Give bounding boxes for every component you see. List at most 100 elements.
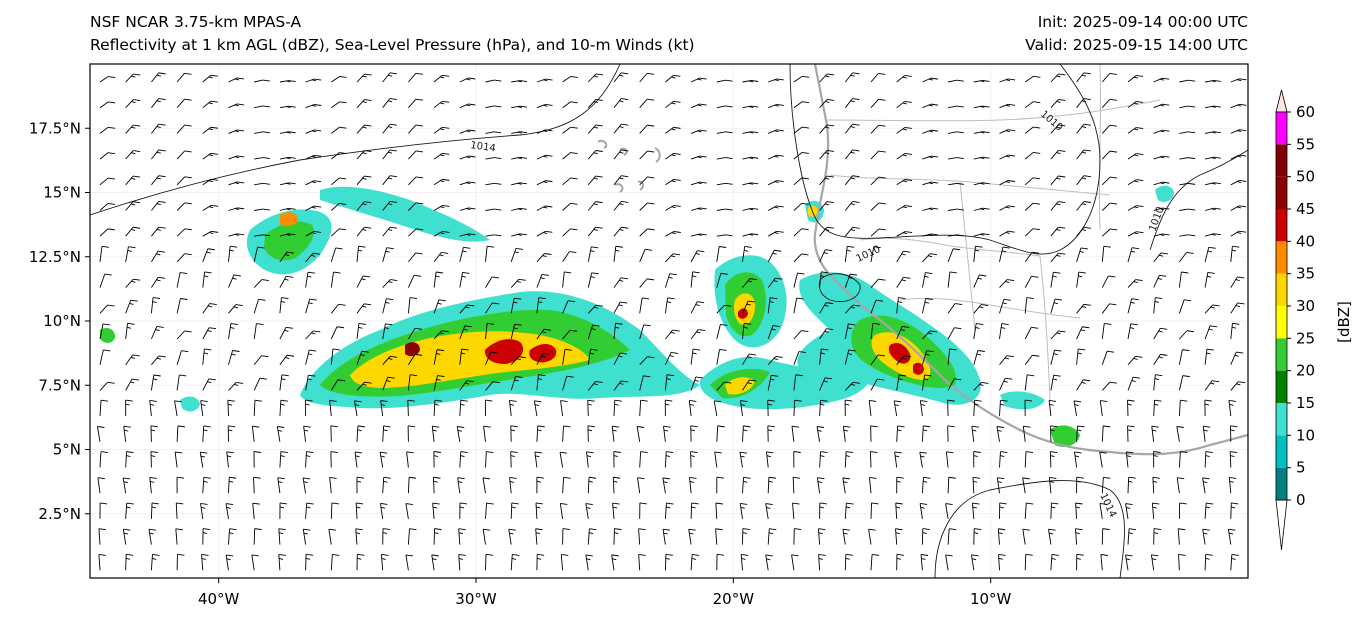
- echo-cell-b: [808, 205, 818, 217]
- wind-barb: [819, 249, 833, 263]
- wind-barb: [125, 278, 141, 288]
- wind-barb: [945, 554, 953, 571]
- wind-barb: [355, 528, 363, 545]
- wind-barb: [844, 149, 860, 160]
- wind-barb: [99, 399, 109, 417]
- wind-barb: [1179, 131, 1196, 134]
- wind-barb: [742, 528, 750, 545]
- wind-barb: [536, 374, 546, 391]
- wind-barb: [716, 425, 725, 442]
- wind-barb: [1205, 156, 1221, 160]
- wind-barb: [510, 278, 526, 288]
- wind-barb: [303, 425, 311, 442]
- wind-barb: [1101, 124, 1117, 134]
- wind-barb: [305, 129, 322, 134]
- wind-barb: [1048, 476, 1057, 494]
- map-axes: 40°W 30°W 20°W 10°W 2.5°N 5°N 7.5°N 10°N 12.5°N 1…: [29, 119, 1012, 608]
- wind-barb: [842, 477, 850, 494]
- wind-barb: [714, 451, 722, 468]
- wind-barb: [973, 156, 990, 160]
- wind-barb: [279, 451, 288, 468]
- wind-barb: [279, 374, 289, 391]
- wind-barb: [228, 233, 245, 237]
- wind-barb: [536, 352, 551, 365]
- wind-barb: [125, 73, 141, 83]
- wind-barb: [278, 553, 286, 571]
- wind-barb: [228, 207, 245, 211]
- wind-barb: [202, 271, 212, 288]
- wind-barb: [1176, 477, 1185, 494]
- wind-barb: [740, 554, 749, 571]
- wind-barb: [1076, 72, 1091, 83]
- wind-barb: [690, 376, 703, 391]
- wind-barb: [96, 426, 105, 442]
- wind-barb: [559, 451, 568, 468]
- colorbar-bin: [1276, 306, 1287, 339]
- wind-barb: [1050, 271, 1061, 288]
- echo-cell-e: [1000, 391, 1045, 410]
- wind-barb: [560, 400, 568, 417]
- wind-barb: [1022, 425, 1031, 442]
- wind-barb: [793, 528, 802, 545]
- wind-barb: [202, 74, 218, 83]
- wind-barb: [665, 178, 681, 186]
- wind-barb: [665, 152, 681, 160]
- wind-barb: [1153, 353, 1168, 365]
- wind-barb: [793, 399, 802, 417]
- colorbar-tick-label: 30: [1296, 297, 1315, 315]
- wind-barb: [1179, 234, 1196, 237]
- echo-cell-f: [180, 396, 200, 412]
- wind-barb: [1178, 399, 1188, 417]
- wind-barb: [356, 303, 372, 314]
- wind-barb: [510, 247, 523, 263]
- wind-barb: [896, 231, 913, 237]
- wind-barb: [1101, 245, 1111, 262]
- country-borders: [825, 64, 1161, 401]
- lat-tick-label: 12.5°N: [29, 248, 81, 266]
- wind-barb: [510, 553, 520, 571]
- wind-barb: [844, 304, 860, 314]
- wind-barb: [613, 201, 629, 211]
- wind-barb: [664, 502, 674, 519]
- wind-barb: [355, 502, 364, 519]
- wind-barb: [819, 226, 834, 237]
- wind-barb: [228, 304, 243, 314]
- wind-barb: [382, 528, 391, 545]
- wind-barb: [459, 103, 476, 109]
- wind-barb: [1205, 131, 1221, 134]
- wind-barb: [1050, 349, 1062, 365]
- wind-barb: [356, 99, 372, 109]
- wind-barb: [99, 126, 116, 134]
- wind-barb: [690, 553, 700, 571]
- wind-barb: [508, 528, 516, 545]
- wind-barb: [330, 502, 339, 519]
- wind-barb: [1050, 226, 1066, 237]
- wind-barb: [125, 553, 134, 571]
- wind-barb: [407, 297, 418, 314]
- wind-barb: [536, 553, 545, 571]
- wind-barb: [612, 502, 620, 519]
- wind-barb: [533, 400, 542, 417]
- wind-barb: [690, 103, 707, 109]
- wind-barb: [613, 322, 623, 340]
- wind-barb: [485, 234, 502, 237]
- wind-barb: [1024, 75, 1041, 83]
- wind-barb: [792, 476, 801, 494]
- wind-barb: [1050, 149, 1066, 160]
- wind-barb: [511, 131, 528, 134]
- wind-barb: [1101, 275, 1116, 288]
- wind-barb: [382, 323, 393, 340]
- wind-barb: [330, 202, 347, 211]
- wind-barb: [433, 528, 442, 545]
- echo-cell-c: [1155, 185, 1174, 203]
- lon-tick-label: 40°W: [198, 590, 240, 608]
- wind-barb: [1076, 425, 1085, 442]
- wind-barb: [973, 399, 982, 417]
- wind-barb: [791, 554, 799, 571]
- wind-barb: [562, 228, 578, 237]
- wind-barb: [1024, 354, 1040, 365]
- wind-barb: [562, 348, 573, 365]
- wind-barb: [305, 154, 322, 160]
- wind-barb: [202, 348, 212, 365]
- wind-barb: [793, 253, 809, 263]
